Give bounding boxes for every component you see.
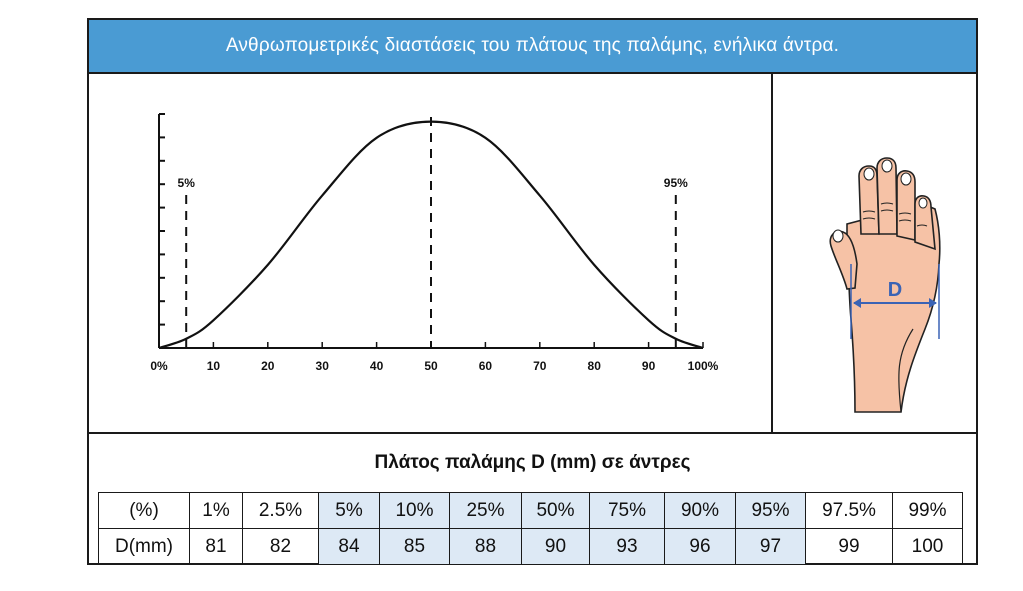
table-cell: 84 (318, 528, 380, 565)
table-cell: 1% (189, 492, 243, 529)
table-cell: 5% (318, 492, 380, 529)
table-cell: 88 (449, 528, 522, 565)
x-tick-label: 0% (150, 359, 168, 373)
hand-middle-finger (876, 157, 898, 235)
table-cell: 97 (735, 528, 806, 565)
table-cell: 99 (805, 528, 893, 565)
figure-title: Ανθρωπομετρικές διαστάσεις του πλάτους τ… (225, 35, 840, 56)
arrow-left-head (853, 298, 861, 308)
row-label-percent: (%) (98, 492, 190, 529)
percentile-marker-label: 95% (664, 176, 688, 190)
hand-icon (829, 157, 941, 413)
distribution-chart: 0% 10 20 30 40 50 60 70 80 90 100% 5% 95% (150, 113, 719, 373)
hand-ring-finger (896, 170, 916, 241)
table-cell: 93 (589, 528, 665, 565)
percentile-marker-label: 5% (178, 176, 196, 190)
table-cell: 82 (242, 528, 319, 565)
panel-divider-horizontal (89, 432, 976, 434)
hand-illustration: D (829, 157, 941, 413)
hand-little-finger (914, 195, 936, 251)
table-cell: 96 (664, 528, 736, 565)
percentile-table: (%) 1% 2.5% 5% 10% 25% 50% 75% 90% 95% 9… (98, 492, 963, 565)
table-cell: 90% (664, 492, 736, 529)
width-dimension-label: D (888, 279, 902, 301)
distribution-chart-panel: 0% 10 20 30 40 50 60 70 80 90 100% 5% 95% (89, 74, 772, 432)
x-tick-label: 50 (424, 359, 438, 373)
panel-divider-vertical (771, 74, 773, 432)
table-cell: 99% (892, 492, 963, 529)
table-cell: 50% (521, 492, 590, 529)
table-cell: 97.5% (805, 492, 893, 529)
x-tick-label: 10 (207, 359, 221, 373)
figure-frame: Ανθρωπομετρικές διαστάσεις του πλάτους τ… (87, 18, 978, 565)
table-row: (%) 1% 2.5% 5% 10% 25% 50% 75% 90% 95% 9… (98, 492, 963, 529)
arrow-right-head (929, 298, 937, 308)
table-cell: 2.5% (242, 492, 319, 529)
x-tick-label: 70 (533, 359, 547, 373)
x-tick-label: 30 (316, 359, 330, 373)
row-label-mm: D(mm) (98, 528, 190, 565)
table-row: D(mm) 81 82 84 85 88 90 93 96 97 99 100 (98, 528, 963, 565)
x-tick-label: 90 (642, 359, 656, 373)
table-title: Πλάτος παλάμης D (mm) σε άντρες (374, 452, 691, 473)
table-cell: 100 (892, 528, 963, 565)
x-tick-label: 40 (370, 359, 384, 373)
x-tick-label: 60 (479, 359, 493, 373)
table-cell: 10% (379, 492, 450, 529)
table-cell: 90 (521, 528, 590, 565)
table-cell: 85 (379, 528, 450, 565)
x-tick-label: 100% (688, 359, 719, 373)
table-cell: 95% (735, 492, 806, 529)
table-cell: 75% (589, 492, 665, 529)
x-tick-label: 80 (588, 359, 602, 373)
hand-illustration-panel: D (773, 74, 976, 432)
table-cell: 25% (449, 492, 522, 529)
x-tick-label: 20 (261, 359, 275, 373)
title-bar: Ανθρωπομετρικές διαστάσεις του πλάτους τ… (89, 20, 976, 74)
table-cell: 81 (189, 528, 243, 565)
